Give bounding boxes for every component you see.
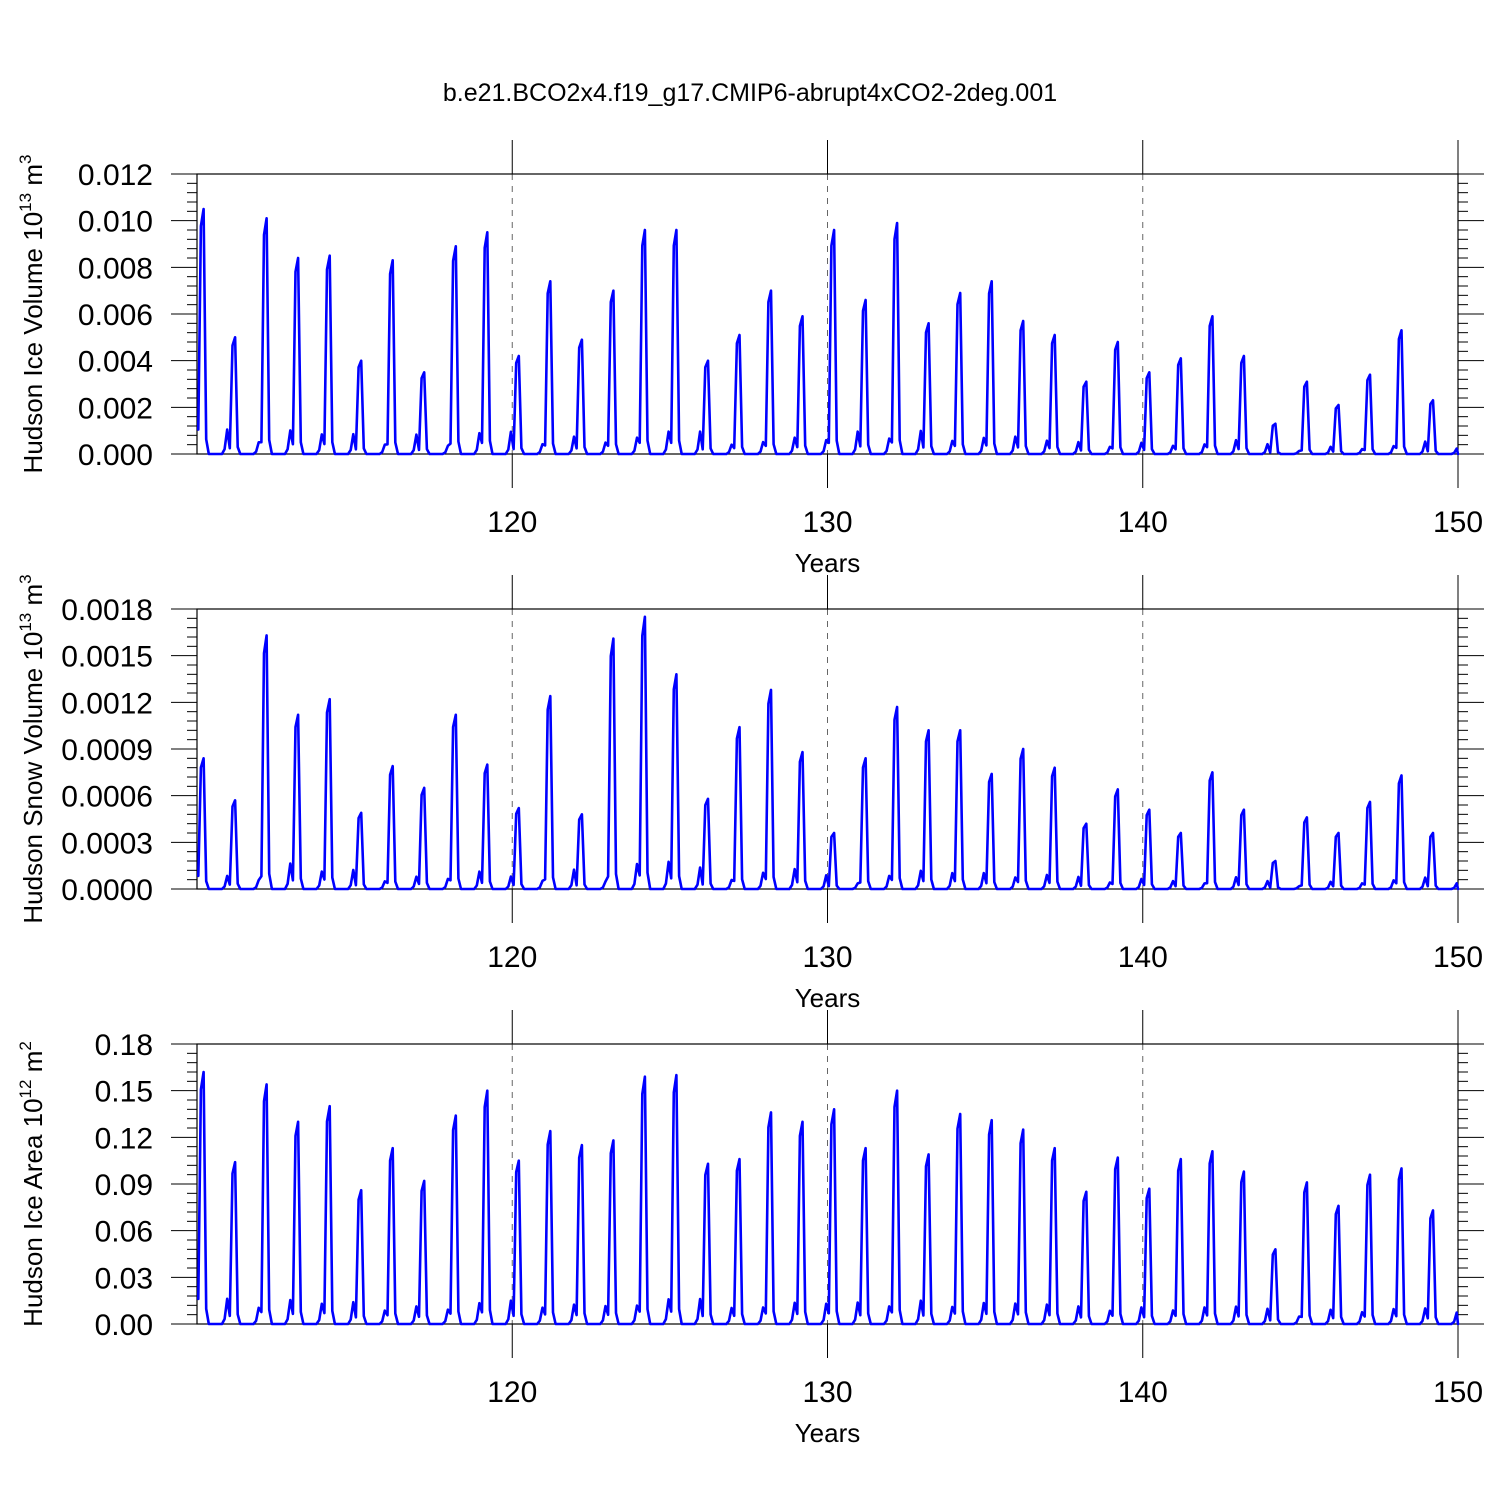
y-tick-label: 0.06: [95, 1216, 153, 1249]
x-axis-title: Years: [795, 1418, 861, 1448]
y-tick-label: 0.008: [78, 252, 153, 285]
series-line: [197, 615, 1460, 891]
y-axis-title: Hudson Ice Volume 1013 m3: [16, 155, 48, 474]
y-tick-label: 0.18: [95, 1029, 153, 1062]
y-tick-label: 0.15: [95, 1076, 153, 1109]
y-tick-label: 0.09: [95, 1169, 153, 1202]
y-axis-title-main: Hudson Ice Area 10: [18, 1098, 48, 1326]
y-axis-title-exp: 12: [16, 1080, 35, 1099]
figure-title: b.e21.BCO2x4.f19_g17.CMIP6-abrupt4xCO2-2…: [443, 79, 1057, 107]
panel-2: 0.0000 0.0003 0.0006 0.0009 0.0012 0.0015 0.00…: [16, 574, 1484, 1013]
y-tick-label: 0.0000: [61, 874, 153, 907]
x-tick-label: 140: [1118, 506, 1168, 539]
y-axis-title-unit: m: [18, 164, 48, 193]
x-tick-label: 130: [802, 506, 852, 539]
y-tick-label: 0.004: [78, 346, 153, 379]
y-tick-label: 0.0018: [61, 594, 153, 627]
y-tick-label: 0.006: [78, 299, 153, 332]
y-axis-title-unit-exp: 3: [16, 155, 35, 164]
y-tick-label: 0.0009: [61, 734, 153, 767]
series-line: [197, 207, 1460, 456]
y-axis-title-exp: 13: [16, 193, 35, 212]
panel-1: 0.000 0.002 0.004 0.006 0.008 0.010 0.012 120 13…: [16, 140, 1484, 578]
x-tick-label: 140: [1118, 1376, 1168, 1409]
y-tick-label: 0.0012: [61, 687, 153, 720]
y-axis-title-unit-exp: 3: [16, 574, 35, 583]
x-tick-label: 130: [802, 941, 852, 974]
y-tick-label: 0.002: [78, 392, 153, 425]
y-tick-label: 0.0006: [61, 781, 153, 814]
x-tick-label: 120: [487, 941, 537, 974]
x-tick-label: 150: [1433, 941, 1483, 974]
y-tick-label: 0.000: [78, 439, 153, 472]
panel-3: 0.00 0.03 0.06 0.09 0.12 0.15 0.18 120 130 140 150…: [16, 1010, 1484, 1448]
y-axis-title-unit: m: [18, 1051, 48, 1080]
y-axis-title-unit-exp: 2: [16, 1041, 35, 1050]
x-axis-title: Years: [795, 548, 861, 578]
x-tick-label: 150: [1433, 1376, 1483, 1409]
y-tick-label: 0.03: [95, 1262, 153, 1295]
y-axis-title-exp: 13: [16, 613, 35, 632]
y-axis-title-main: Hudson Snow Volume 10: [18, 632, 48, 924]
y-axis-title: Hudson Snow Volume 1013 m3: [16, 574, 48, 923]
y-axis-title: Hudson Ice Area 1012 m2: [16, 1041, 48, 1327]
y-tick-label: 0.00: [95, 1309, 153, 1342]
y-tick-label: 0.12: [95, 1122, 153, 1155]
y-axis-title-unit: m: [18, 584, 48, 613]
y-tick-label: 0.0003: [61, 827, 153, 860]
y-tick-label: 0.012: [78, 159, 153, 192]
y-tick-label: 0.010: [78, 206, 153, 239]
y-axis-title-main: Hudson Ice Volume 10: [18, 212, 48, 474]
x-tick-label: 120: [487, 506, 537, 539]
x-tick-label: 120: [487, 1376, 537, 1409]
x-tick-label: 130: [802, 1376, 852, 1409]
x-tick-label: 150: [1433, 506, 1483, 539]
x-tick-label: 140: [1118, 941, 1168, 974]
x-axis-title: Years: [795, 983, 861, 1013]
y-tick-label: 0.0015: [61, 641, 153, 674]
series-line: [197, 1070, 1460, 1326]
